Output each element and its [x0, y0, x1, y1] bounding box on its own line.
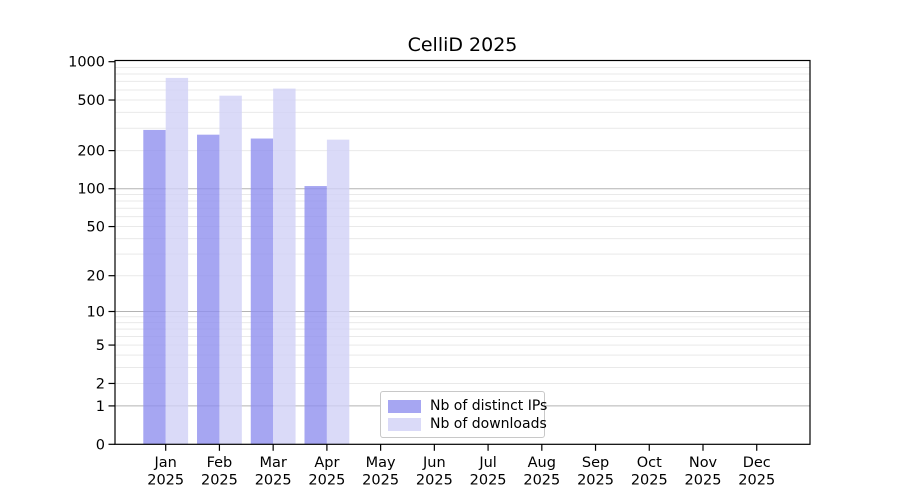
x-tick-label-year: 2025: [308, 473, 345, 489]
x-tick-label-month: Jul: [478, 455, 497, 471]
x-tick-label-year: 2025: [685, 473, 722, 489]
bar-apr-downloads: [326, 139, 350, 445]
bar-jan-downloads: [165, 77, 189, 445]
y-tick-label: 5: [96, 338, 105, 354]
legend-label-distinct-ips: Nb of distinct IPs: [430, 398, 548, 414]
x-tick-label-year: 2025: [362, 473, 399, 489]
legend-swatch-distinct-ips: [388, 399, 421, 413]
y-tick-label: 10: [87, 305, 105, 321]
legend-swatch-downloads: [388, 417, 421, 431]
x-axis-labels: Jan 2025 Feb 2025 Mar 2025 Apr 2025 May 2025 Jun 20…: [147, 455, 775, 489]
x-tick-label-month: Feb: [207, 455, 233, 471]
x-tick-label-month: Oct: [637, 455, 662, 471]
legend-item: Nb of distinct IPs: [388, 397, 547, 415]
x-tick-label-year: 2025: [577, 473, 614, 489]
x-tick-label-year: 2025: [416, 473, 453, 489]
bars-group: [143, 77, 350, 445]
bar-feb-distinct-ips: [197, 134, 220, 445]
x-tick-label-month: Jan: [154, 455, 177, 471]
x-tick-label-year: 2025: [147, 473, 184, 489]
y-axis-labels: 0 1 2 5 10 20 50 100 200 500 1000: [68, 55, 105, 454]
x-tick-label-year: 2025: [738, 473, 775, 489]
bar-mar-downloads: [273, 88, 296, 445]
x-tick-label-month: Jun: [422, 455, 446, 471]
bar-feb-downloads: [219, 95, 242, 445]
x-tick-label-year: 2025: [201, 473, 238, 489]
legend-label-downloads: Nb of downloads: [430, 416, 547, 432]
legend-item: Nb of downloads: [388, 415, 547, 433]
x-tick-label-year: 2025: [523, 473, 560, 489]
bar-mar-distinct-ips: [250, 138, 274, 445]
chart-title: CelliD 2025: [408, 34, 518, 56]
x-tick-label-year: 2025: [255, 473, 292, 489]
x-tick-label-month: Sep: [582, 455, 609, 471]
x-tick-label-month: Apr: [314, 455, 339, 471]
axes-group: [108, 59, 811, 451]
x-tick-label-year: 2025: [470, 473, 507, 489]
y-tick-label: 200: [77, 144, 105, 160]
x-tick-label-month: Nov: [689, 455, 718, 471]
y-tick-label: 20: [87, 269, 105, 285]
y-tick-label: 500: [77, 93, 105, 109]
y-tick-label: 0: [96, 437, 105, 453]
x-tick-label-month: Mar: [259, 455, 286, 471]
y-tick-label: 2: [96, 376, 105, 392]
y-tick-label: 50: [87, 220, 105, 236]
bar-apr-distinct-ips: [304, 186, 327, 445]
y-tick-label: 1000: [68, 55, 105, 71]
bar-jan-distinct-ips: [143, 129, 166, 445]
x-tick-label-month: Aug: [528, 455, 556, 471]
legend: Nb of distinct IPs Nb of downloads: [380, 391, 547, 438]
y-tick-label: 100: [77, 182, 105, 198]
x-tick-label-month: Dec: [743, 455, 771, 471]
y-tick-label: 1: [96, 399, 105, 415]
x-tick-label-year: 2025: [631, 473, 668, 489]
x-tick-label-month: May: [366, 455, 396, 471]
plot-frame: [114, 59, 811, 445]
